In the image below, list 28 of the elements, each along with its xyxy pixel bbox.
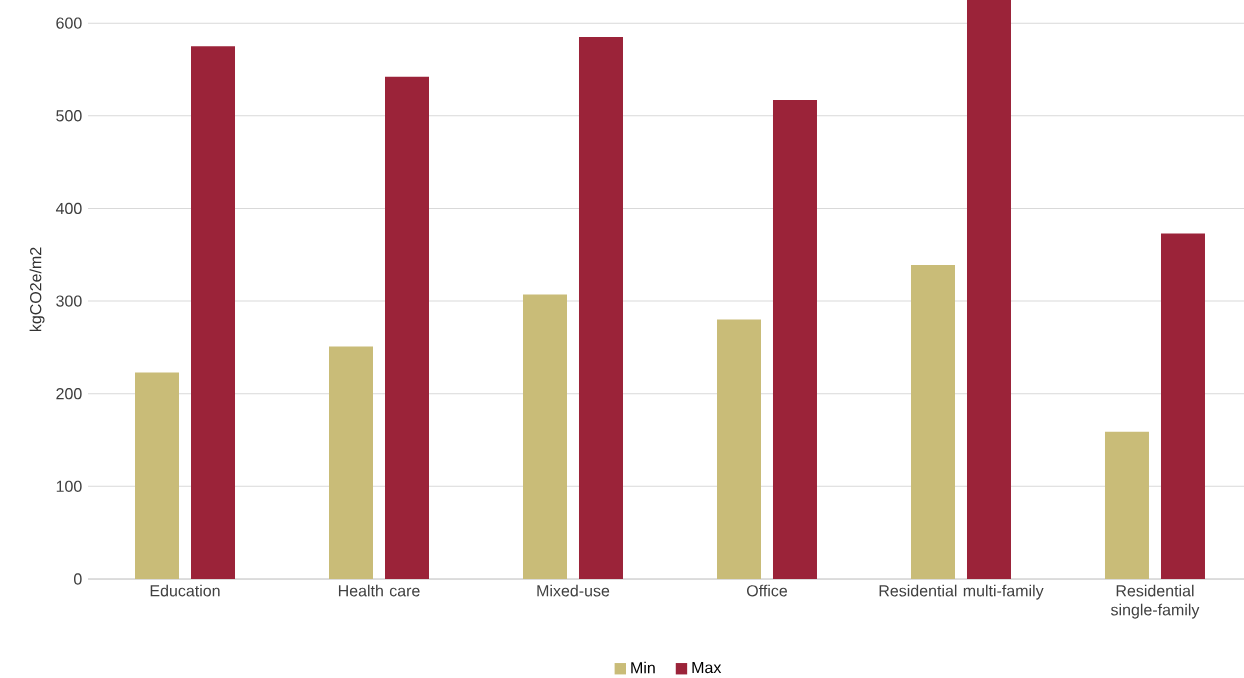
bar [967,0,1011,579]
x-tick-label: Education [150,584,220,597]
bar [1160,233,1205,579]
y-tick-label: 600 [56,17,82,29]
legend-label: Min [631,661,655,674]
bar [772,100,817,579]
bar [135,372,179,579]
x-tick-label: Residential single-family [1110,584,1200,619]
y-tick-label: 300 [56,295,82,307]
y-tick-label: 200 [56,388,82,400]
bar [523,294,567,579]
y-tick-label: 0 [74,573,82,585]
bar [385,76,429,579]
legend-label: Max [692,662,722,674]
x-tick-label: Mixed-use [537,584,610,597]
bar [579,37,623,579]
x-tick-label: Health care [338,584,420,597]
x-tick-label: Residential multi-family [879,584,1044,600]
bar [716,319,761,579]
y-tick-label: 400 [55,202,82,215]
y-tick-label: 500 [56,110,82,122]
bar [1104,431,1149,579]
bar [329,346,373,579]
y-axis-title: kgCO2e/m2 [29,247,45,332]
bar [191,46,235,579]
bar [910,264,955,579]
y-tick-label: 100 [56,480,82,493]
x-tick-label: Office [747,584,788,597]
